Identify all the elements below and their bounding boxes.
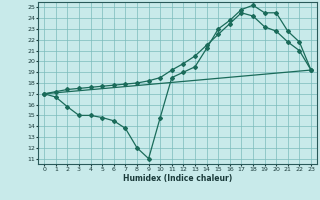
X-axis label: Humidex (Indice chaleur): Humidex (Indice chaleur) bbox=[123, 174, 232, 183]
